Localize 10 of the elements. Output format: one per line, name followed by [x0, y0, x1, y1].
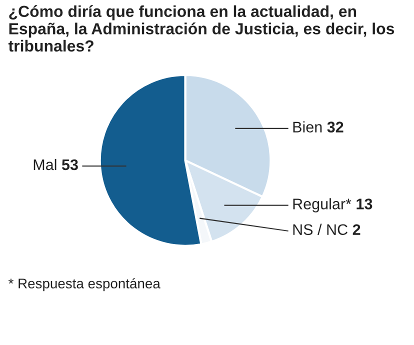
slice-label: NS / NC	[293, 224, 348, 236]
data-label: 2	[352, 224, 360, 235]
slice-label: Bien	[293, 121, 322, 132]
text: * Respuesta espontánea	[8, 278, 160, 292]
chart-title: ¿Cómo diría que funciona en la actualidad, en España, la Administración de Justicia, es decir, los tribunales?	[8, 5, 394, 52]
data-label: 53	[62, 159, 78, 170]
slice-label: Regular*	[293, 198, 352, 212]
data-label: 32	[327, 122, 344, 133]
data-label: 13	[356, 198, 372, 210]
slice-label: Mal	[34, 158, 56, 170]
